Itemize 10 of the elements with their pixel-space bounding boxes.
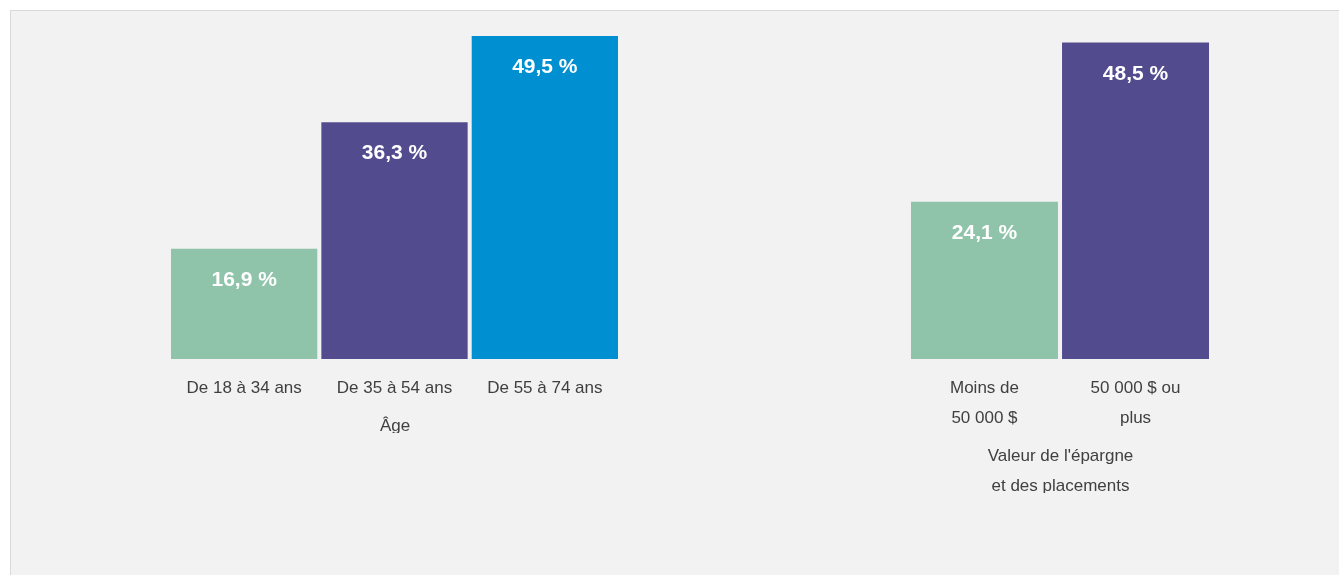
x-tick-label: De 18 à 34 ans [186, 377, 302, 397]
data-label: 48,5 % [1102, 60, 1169, 84]
x-tick-label: 50 000 $ ou plus [1090, 377, 1181, 427]
data-label: 16,9 % [211, 266, 278, 290]
data-label: 24,1 % [951, 219, 1018, 243]
x-tick-label: Moins de 50 000 $ [949, 377, 1019, 427]
x-tick-label: De 55 à 74 ans [487, 377, 603, 397]
x-tick-label: De 35 à 54 ans [336, 377, 453, 397]
data-label: 36,3 % [361, 140, 428, 164]
data-label: 49,5 % [512, 54, 578, 77]
